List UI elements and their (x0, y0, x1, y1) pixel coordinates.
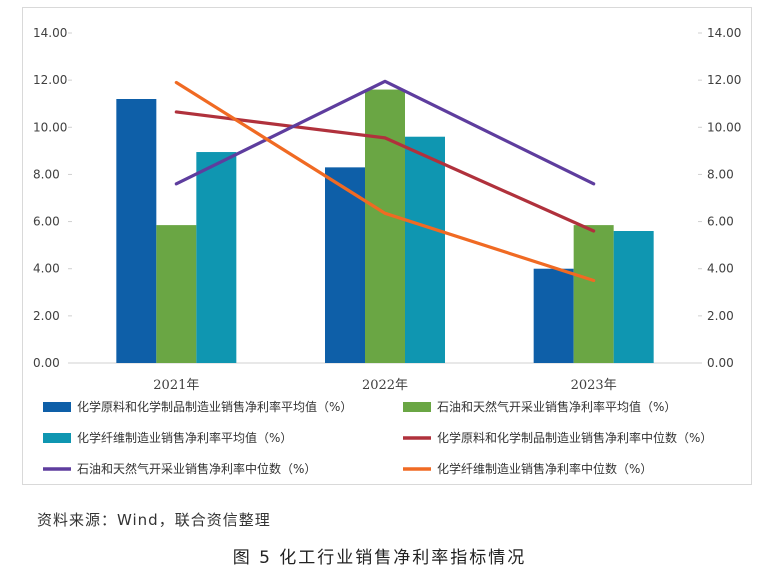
y-axis-tick-label: 6.00 (33, 215, 60, 229)
bar (196, 152, 237, 363)
legend-label: 化学原料和化学制品制造业销售净利率中位数（%） (437, 430, 712, 445)
chart-frame: 0.00 2.00 4.00 6.00 8.00 10.00 12.00 14.00 0.00 2… (22, 7, 752, 485)
series-line (174, 80, 596, 283)
legend-label: 化学原料和化学制品制造业销售净利率平均值（%） (77, 399, 352, 414)
bar (325, 167, 365, 363)
y-axis-tick-label: 14.00 (33, 26, 67, 40)
legend-swatch (43, 433, 71, 443)
y-axis-tick-label: 10.00 (33, 120, 67, 134)
chart-svg: 0.00 2.00 4.00 6.00 8.00 10.00 12.00 14.00 0.00 2… (33, 26, 741, 476)
legend-label: 石油和天然气开采业销售净利率平均值（%） (437, 399, 676, 414)
bar (533, 268, 574, 363)
bar (405, 136, 445, 363)
y-axis-tick-label: 4.00 (33, 262, 60, 276)
series-line (174, 79, 596, 186)
y2-axis-tick-label: 2.00 (707, 309, 734, 323)
bar (116, 99, 157, 363)
series-line (174, 110, 596, 233)
legend-swatch (403, 402, 431, 412)
figure-caption: 图 5 化工行业销售净利率指标情况 (232, 548, 527, 568)
legend-swatch (43, 402, 71, 412)
y2-axis-tick-label: 8.00 (707, 167, 734, 181)
x-axis-category-label: 2023年 (571, 378, 617, 393)
y-axis-tick-label: 2.00 (33, 309, 60, 323)
bar (156, 225, 197, 363)
y2-axis-tick-label: 6.00 (707, 215, 734, 229)
y-axis-tick-label: 8.00 (33, 167, 60, 181)
legend-label: 化学纤维制造业销售净利率中位数（%） (437, 461, 652, 476)
y2-axis-tick-label: 10.00 (707, 120, 741, 134)
y-axis-tick-label: 12.00 (33, 73, 67, 87)
legend-label: 石油和天然气开采业销售净利率中位数（%） (77, 461, 316, 476)
y-axis-tick-label: 0.00 (33, 356, 60, 370)
y2-axis-tick-label: 12.00 (707, 73, 741, 87)
source-note: 资料来源：Wind，联合资信整理 (37, 511, 271, 529)
bar (573, 225, 614, 363)
y2-axis-tick-label: 14.00 (707, 26, 741, 40)
x-axis-category-label: 2022年 (362, 378, 408, 393)
x-axis-category-label: 2021年 (153, 378, 199, 393)
bar (365, 89, 405, 364)
y2-axis-tick-label: 4.00 (707, 262, 734, 276)
legend-label: 化学纤维制造业销售净利率平均值（%） (77, 430, 292, 445)
y2-axis-tick-label: 0.00 (707, 356, 734, 370)
bar (613, 231, 654, 363)
